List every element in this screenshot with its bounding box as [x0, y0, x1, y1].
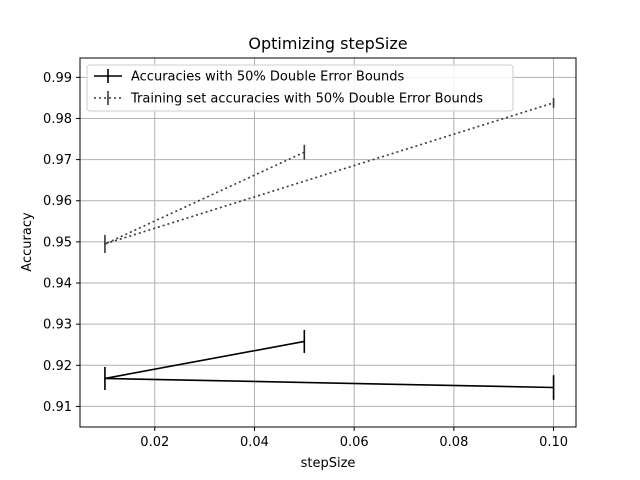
plot-frame [79, 57, 577, 428]
data-point [104, 377, 106, 380]
x-tick-label: 0.02 [140, 435, 169, 450]
y-tick-label: 0.99 [43, 71, 72, 86]
data-point [552, 386, 555, 389]
y-tick-label: 0.92 [43, 359, 72, 374]
y-tick-label: 0.97 [43, 153, 72, 168]
chart-title: Optimizing stepSize [248, 34, 407, 53]
legend-label-0: Accuracies with 50% Double Error Bounds [131, 70, 405, 85]
x-axis-title: stepSize [301, 456, 356, 471]
legend-label-1: Training set accuracies with 50% Double … [130, 92, 483, 107]
y-tick-label: 0.98 [43, 112, 72, 127]
y-tick-label: 0.91 [43, 400, 72, 415]
legend: Accuracies with 50% Double Error Bounds T… [86, 64, 514, 112]
data-point [303, 151, 306, 154]
x-tick-label: 0.10 [539, 435, 568, 450]
legend-box [86, 64, 514, 112]
y-tick-label: 0.96 [43, 194, 72, 209]
x-tick-label: 0.04 [240, 435, 269, 450]
y-tick-label: 0.95 [43, 235, 72, 250]
axis-ticks: 0.02 0.04 0.06 0.08 0.10 0.91 0.92 0.93 0.94 0.95… [43, 71, 568, 450]
series-layer [104, 97, 555, 400]
y-axis-title: Accuracy [20, 212, 35, 272]
data-point [303, 340, 306, 343]
x-tick-label: 0.06 [340, 435, 369, 450]
data-point [104, 243, 106, 245]
y-tick-label: 0.93 [43, 318, 72, 333]
y-tick-label: 0.94 [43, 277, 72, 292]
data-point [552, 102, 555, 104]
x-tick-label: 0.08 [439, 435, 468, 450]
